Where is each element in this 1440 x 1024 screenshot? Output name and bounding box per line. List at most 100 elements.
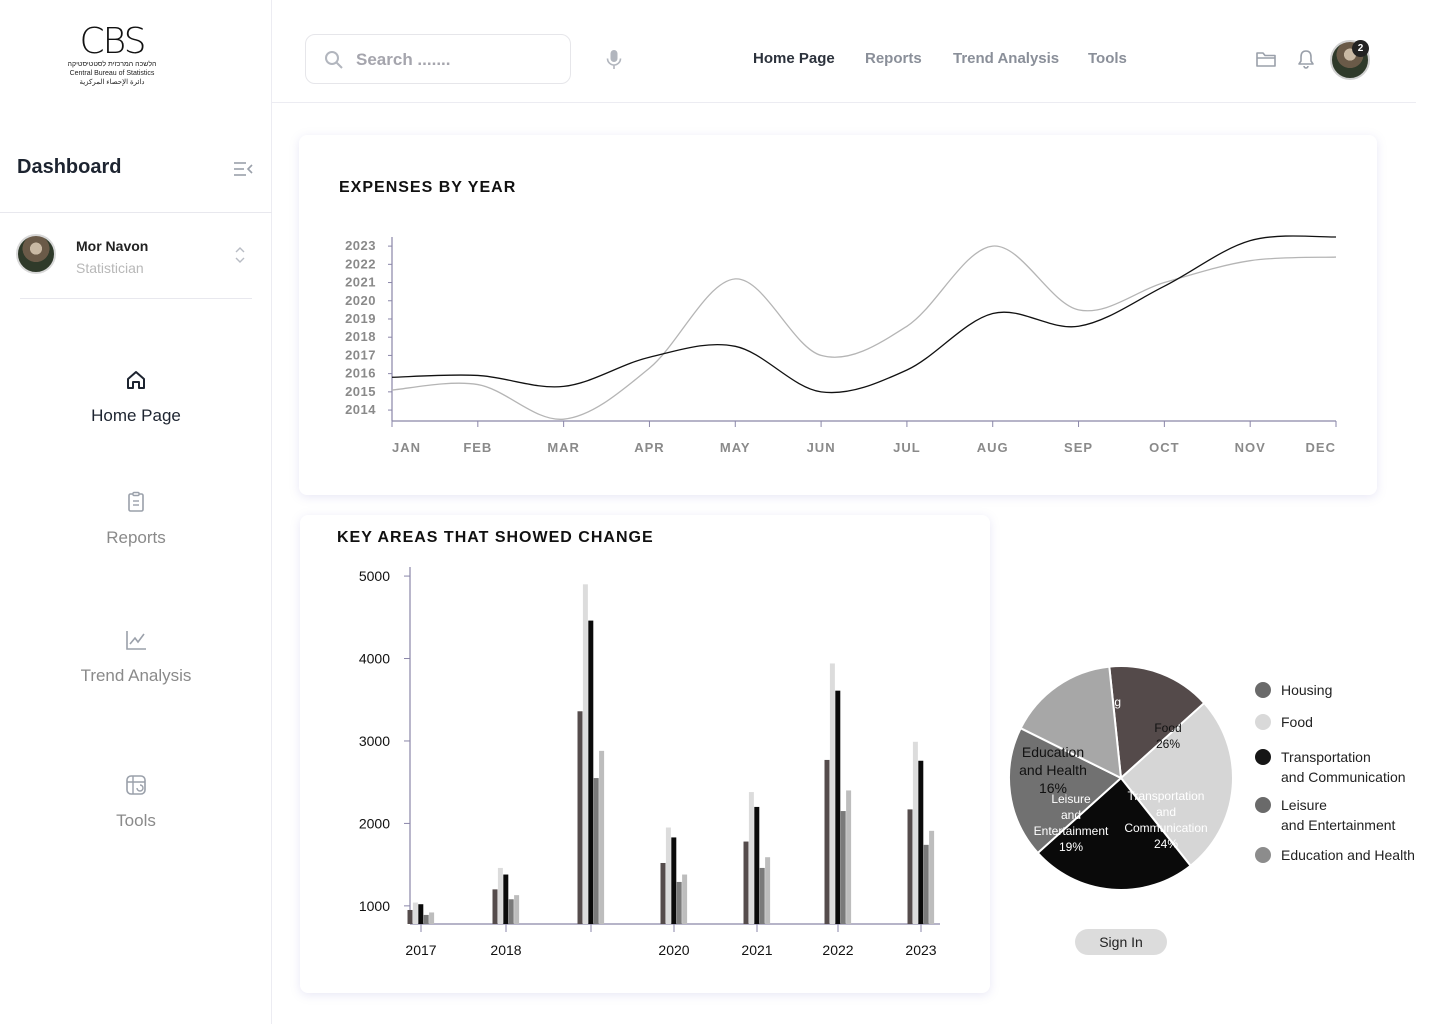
legend-line: and Entertainment — [1281, 817, 1396, 833]
pie-label-leisure: Leisure — [1051, 792, 1091, 806]
bar-2019-s3 — [593, 778, 599, 924]
x-tick-label: 2020 — [658, 942, 689, 958]
avatar — [16, 234, 56, 274]
pie-label-food: 26% — [1156, 737, 1180, 751]
topnav-trend-analysis[interactable]: Trend Analysis — [953, 50, 1060, 67]
bar-2021-s2 — [754, 806, 760, 924]
x-tick-label: 2017 — [405, 942, 436, 958]
y-tick-label: 2014 — [345, 402, 376, 417]
bar-2018-s2 — [503, 874, 509, 924]
pie-label-leisure: and — [1061, 808, 1081, 822]
cbs-logo[interactable]: CBS הלשכה המרכזית לסטטיסטיקה Central Bur… — [62, 24, 162, 96]
y-tick-label: 2000 — [359, 815, 390, 831]
folder-icon[interactable] — [1255, 48, 1277, 70]
dashboard-title: Dashboard — [17, 156, 122, 178]
y-tick-label: 2022 — [345, 256, 376, 271]
bar-2019-s4 — [599, 750, 605, 924]
pie-label-transport: Transportation — [1128, 789, 1205, 803]
search-icon — [325, 51, 343, 69]
bar-2017-s3 — [423, 914, 429, 924]
y-tick-label: 4000 — [359, 651, 390, 667]
tools-icon — [126, 775, 146, 795]
key-areas-card: KEY AREAS THAT SHOWED CHANGE 1000 2000 300… — [300, 515, 990, 993]
y-tick-label: 2019 — [345, 311, 376, 326]
pie-slice-education — [1019, 665, 1123, 780]
expenses-by-year-card: EXPENSES BY YEAR 2023 2022 2021 2020 2019 201… — [299, 135, 1377, 495]
x-tick-label: FEB — [463, 440, 492, 455]
bar-2021-s1 — [748, 792, 754, 924]
legend-line: Housing — [1281, 682, 1333, 698]
pie-label-transport: Communication — [1124, 821, 1207, 835]
bar-2021-s0 — [743, 841, 749, 924]
x-tick-label: NOV — [1235, 440, 1266, 455]
logo-hebrew: הלשכה המרכזית לסטטיסטיקה — [67, 61, 157, 68]
bar-2017-s1 — [412, 902, 418, 924]
bar-2022-s1 — [829, 663, 835, 924]
y-tick-label: 1000 — [359, 898, 390, 914]
legend-line: Leisure — [1281, 797, 1327, 813]
bar-2020-s1 — [665, 827, 671, 924]
search-box[interactable] — [305, 34, 571, 84]
chevron-up-down-icon[interactable] — [234, 244, 246, 266]
topnav-home-page[interactable]: Home Page — [753, 50, 835, 67]
legend-line: Food — [1281, 714, 1313, 730]
sidebar-item-trend-analysis[interactable]: Trend Analysis — [0, 628, 272, 686]
user-profile[interactable]: Mor Navon Statistician — [16, 232, 256, 276]
logo-arabic: دائرة الإحصاء المركزية — [79, 79, 145, 86]
pie-slice-transport — [1036, 776, 1192, 891]
collapse-menu-icon[interactable] — [232, 160, 254, 178]
sidebar-item-label: Tools — [116, 811, 156, 830]
notification-badge: 2 — [1352, 40, 1369, 57]
pie-label-education: Education — [1022, 744, 1084, 760]
bar-2023-s0 — [907, 809, 913, 924]
legend-dot — [1255, 682, 1271, 698]
logo-english: Central Bureau of Statistics — [69, 70, 155, 77]
bar-2022-s3 — [840, 811, 846, 924]
x-tick-label: 2018 — [490, 942, 521, 958]
bar-2022-s2 — [835, 690, 841, 924]
topnav-tools[interactable]: Tools — [1088, 50, 1127, 67]
bar-2023-s2 — [918, 760, 924, 924]
clipboard-icon — [128, 491, 144, 512]
sidebar-divider — [20, 298, 252, 299]
sidebar-item-label: Reports — [106, 528, 166, 547]
pie-label-food: Food — [1154, 721, 1181, 735]
x-tick-label: JAN — [392, 440, 421, 455]
sign-in-button[interactable]: Sign In — [1075, 929, 1167, 955]
bar-2018-s1 — [497, 867, 503, 924]
chart-title: KEY AREAS THAT SHOWED CHANGE — [337, 529, 654, 546]
x-tick-label: AUG — [977, 440, 1009, 455]
pie-label-leisure: Entertainment — [1034, 824, 1109, 838]
pie-slice-leisure — [1008, 726, 1123, 855]
legend-label: Education and Health — [1281, 845, 1440, 865]
y-tick-label: 5000 — [359, 568, 390, 584]
legend-label: Food — [1281, 712, 1440, 732]
user-name: Mor Navon — [76, 238, 149, 254]
x-tick-label: 2021 — [741, 942, 772, 958]
legend-line: Education and Health — [1281, 847, 1415, 863]
header-divider — [272, 102, 1416, 103]
expenses-pie-chart: Housing15%Food26%TransportationandCommun… — [1005, 662, 1237, 894]
sidebar-item-label: Home Page — [91, 406, 181, 425]
series-line-1 — [391, 245, 1337, 420]
bar-2020-s3 — [676, 881, 682, 924]
y-tick-label: 3000 — [359, 733, 390, 749]
sidebar-item-label: Trend Analysis — [80, 666, 192, 685]
key-areas-bar-chart: 1000 2000 3000 4000 5000 2017 2018 2020 2021 2022… — [359, 567, 940, 958]
sidebar-divider — [0, 212, 272, 213]
pie-slice-food — [1119, 701, 1234, 868]
bell-icon[interactable] — [1296, 48, 1316, 70]
bar-2020-s0 — [660, 862, 666, 924]
search-input[interactable] — [356, 47, 556, 73]
microphone-icon[interactable] — [604, 48, 624, 72]
x-tick-label: OCT — [1149, 440, 1179, 455]
y-tick-label: 2023 — [345, 238, 376, 253]
bar-2022-s0 — [824, 759, 830, 924]
sidebar-item-reports[interactable]: Reports — [0, 490, 272, 548]
sidebar-item-home[interactable]: Home Page — [0, 368, 272, 426]
logo-mark: CBS — [79, 21, 147, 62]
pie-label-leisure: 19% — [1059, 840, 1083, 854]
sidebar-item-tools[interactable]: Tools — [0, 773, 272, 831]
topnav-reports[interactable]: Reports — [865, 50, 922, 67]
